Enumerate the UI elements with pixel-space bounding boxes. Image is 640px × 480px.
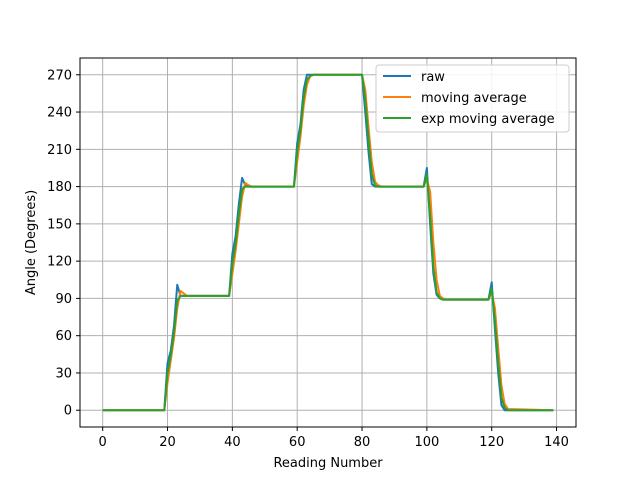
x-tick-label: 0 bbox=[99, 435, 107, 450]
legend-box bbox=[375, 64, 570, 133]
y-tick-label: 60 bbox=[55, 329, 72, 344]
series-line-exp-moving-average bbox=[102, 73, 554, 412]
y-tick-label: 120 bbox=[47, 255, 72, 270]
legend-label: moving average bbox=[421, 91, 527, 106]
x-axis-title: Reading Number bbox=[273, 456, 383, 471]
plot-lines bbox=[102, 73, 554, 412]
y-tick-label: 0 bbox=[64, 404, 72, 419]
y-tick-label: 30 bbox=[55, 366, 72, 381]
legend-label: exp moving average bbox=[421, 112, 555, 127]
x-tick-label: 40 bbox=[224, 435, 241, 450]
x-tick-label: 100 bbox=[414, 435, 439, 450]
ticks: 0 20 40 60 80 100 120 140 0 30 60 90 120 150 180 210 240… bbox=[47, 68, 569, 450]
y-tick-label: 180 bbox=[47, 180, 72, 195]
y-tick-label: 270 bbox=[47, 68, 72, 83]
x-tick-label: 80 bbox=[354, 435, 371, 450]
x-tick-label: 120 bbox=[479, 435, 504, 450]
y-tick-label: 90 bbox=[55, 292, 72, 307]
plot-frame bbox=[79, 57, 577, 428]
x-tick-label: 20 bbox=[159, 435, 176, 450]
y-axis-title: Angle (Degrees) bbox=[24, 190, 39, 295]
legend: raw moving average exp moving average bbox=[375, 64, 570, 133]
y-tick-label: 240 bbox=[47, 106, 72, 121]
y-tick-label: 210 bbox=[47, 143, 72, 158]
legend-label: raw bbox=[421, 70, 445, 85]
x-tick-label: 60 bbox=[289, 435, 306, 450]
y-tick-label: 150 bbox=[47, 217, 72, 232]
x-tick-label: 140 bbox=[544, 435, 569, 450]
